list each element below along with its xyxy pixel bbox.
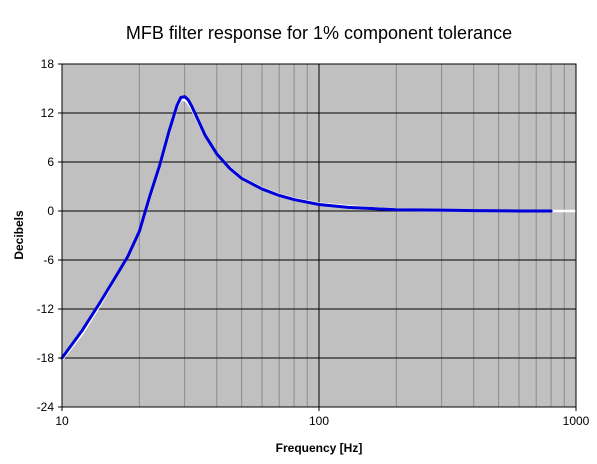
y-tick-label: -6 <box>43 253 54 267</box>
x-tick-label: 100 <box>309 414 329 428</box>
response-line <box>60 95 553 360</box>
y-tick-label: 12 <box>41 106 55 120</box>
y-tick-label: -24 <box>37 400 55 414</box>
x-axis-label: Frequency [Hz] <box>276 441 363 455</box>
y-tick-label: 6 <box>47 155 54 169</box>
x-tick-label: 10 <box>55 414 69 428</box>
y-tick-label: 0 <box>47 204 54 218</box>
y-tick-label: 18 <box>41 57 55 71</box>
y-axis-label: Decibels <box>12 210 26 260</box>
y-tick-label: -12 <box>37 302 55 316</box>
chart-title: MFB filter response for 1% component tol… <box>126 23 512 43</box>
x-tick-label: 1000 <box>563 414 590 428</box>
series-layer <box>60 95 578 361</box>
y-tick-label: -18 <box>37 351 55 365</box>
